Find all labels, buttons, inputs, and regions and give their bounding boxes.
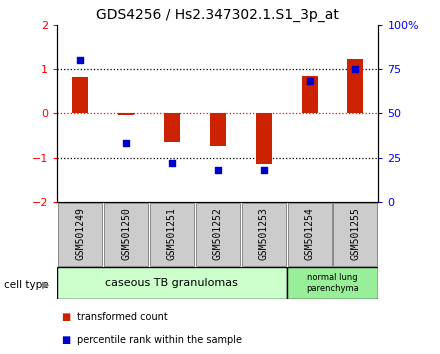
- Point: [77, 57, 84, 63]
- FancyBboxPatch shape: [288, 203, 332, 266]
- Text: ▶: ▶: [42, 280, 49, 290]
- FancyBboxPatch shape: [104, 203, 148, 266]
- Bar: [256, 113, 272, 164]
- Text: normal lung
parenchyma: normal lung parenchyma: [306, 274, 359, 293]
- FancyBboxPatch shape: [196, 203, 240, 266]
- Text: GSM501249: GSM501249: [75, 207, 85, 259]
- Bar: [348, 59, 363, 113]
- Point: [260, 167, 267, 173]
- Point: [214, 167, 221, 173]
- FancyBboxPatch shape: [150, 203, 194, 266]
- Bar: [72, 77, 88, 113]
- Point: [169, 160, 176, 166]
- Bar: [164, 113, 180, 142]
- FancyBboxPatch shape: [57, 267, 286, 299]
- Bar: [210, 113, 226, 147]
- Title: GDS4256 / Hs2.347302.1.S1_3p_at: GDS4256 / Hs2.347302.1.S1_3p_at: [96, 8, 339, 22]
- Text: GSM501255: GSM501255: [350, 207, 360, 259]
- Text: cell type: cell type: [4, 280, 49, 290]
- Text: GSM501252: GSM501252: [213, 207, 223, 259]
- Point: [306, 79, 313, 84]
- Text: ■: ■: [62, 335, 71, 345]
- Text: GSM501254: GSM501254: [304, 207, 315, 259]
- Text: GSM501251: GSM501251: [167, 207, 177, 259]
- Bar: [118, 113, 134, 115]
- Text: ■: ■: [62, 312, 71, 322]
- FancyBboxPatch shape: [334, 203, 378, 266]
- FancyBboxPatch shape: [286, 267, 378, 299]
- Text: transformed count: transformed count: [77, 312, 168, 322]
- Text: GSM501253: GSM501253: [259, 207, 269, 259]
- Bar: [301, 76, 318, 113]
- Point: [352, 66, 359, 72]
- Text: GSM501250: GSM501250: [121, 207, 131, 259]
- FancyBboxPatch shape: [242, 203, 286, 266]
- Text: percentile rank within the sample: percentile rank within the sample: [77, 335, 242, 345]
- FancyBboxPatch shape: [58, 203, 102, 266]
- Text: caseous TB granulomas: caseous TB granulomas: [106, 278, 238, 288]
- Point: [122, 141, 129, 146]
